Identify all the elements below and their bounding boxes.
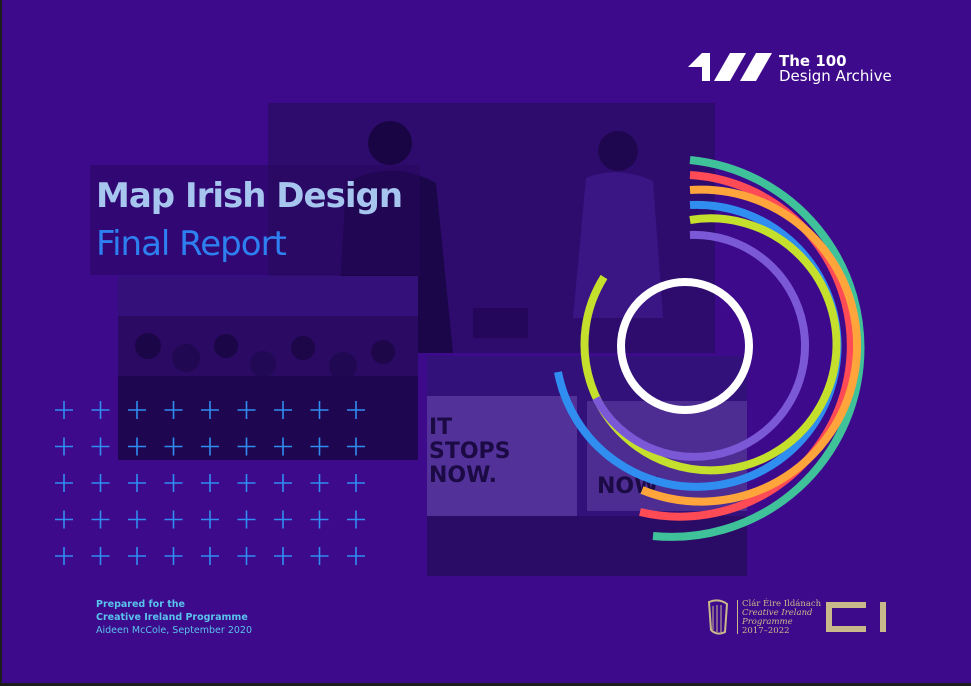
report-subtitle: Final Report [96,224,287,264]
gov-line-2: Creative Ireland [742,608,813,618]
the-100-logo-icon [688,53,772,81]
report-title: Map Irish Design [96,176,403,216]
prepared-line-2: Creative Ireland Programme [96,612,248,623]
prepared-line-1: Prepared for the [96,599,185,610]
bottom-edge [0,683,971,686]
gov-line-3: Programme [742,617,793,627]
prepared-for: Prepared for the Creative Ireland Progra… [96,598,252,637]
brand-line-1: The 100 [779,52,847,70]
gov-line-4: 2017–2022 [742,626,790,636]
left-edge [0,0,2,686]
gov-line-1: Clár Éire Ildánach [742,599,822,609]
harp-icon [707,599,729,635]
prepared-line-3: Aideen McCole, September 2020 [96,625,252,636]
government-divider [737,600,738,634]
brand-line-2: Design Archive [779,67,892,85]
brand-name: The 100 Design Archive [779,54,892,84]
ci-logo-icon [826,602,886,632]
title-band [90,165,420,275]
government-programme-text: Clár Éire Ildánach Creative Ireland Prog… [742,600,821,636]
plus-grid-icon [55,401,365,565]
poster-text-left: IT STOPS NOW. [429,415,511,488]
concentric-rings-graphic [554,156,865,541]
